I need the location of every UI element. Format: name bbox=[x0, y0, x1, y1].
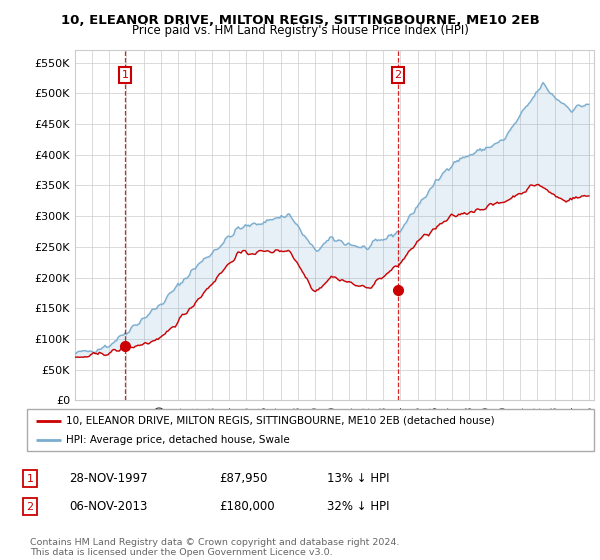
Text: 2: 2 bbox=[394, 70, 401, 80]
FancyBboxPatch shape bbox=[27, 409, 594, 451]
Text: £180,000: £180,000 bbox=[219, 500, 275, 514]
Text: 06-NOV-2013: 06-NOV-2013 bbox=[69, 500, 148, 514]
Text: Price paid vs. HM Land Registry's House Price Index (HPI): Price paid vs. HM Land Registry's House … bbox=[131, 24, 469, 36]
Text: 28-NOV-1997: 28-NOV-1997 bbox=[69, 472, 148, 486]
Text: HPI: Average price, detached house, Swale: HPI: Average price, detached house, Swal… bbox=[65, 435, 289, 445]
Text: £87,950: £87,950 bbox=[219, 472, 268, 486]
Text: 1: 1 bbox=[26, 474, 34, 484]
Text: 10, ELEANOR DRIVE, MILTON REGIS, SITTINGBOURNE, ME10 2EB (detached house): 10, ELEANOR DRIVE, MILTON REGIS, SITTING… bbox=[65, 416, 494, 426]
Text: 10, ELEANOR DRIVE, MILTON REGIS, SITTINGBOURNE, ME10 2EB: 10, ELEANOR DRIVE, MILTON REGIS, SITTING… bbox=[61, 14, 539, 27]
Text: Contains HM Land Registry data © Crown copyright and database right 2024.
This d: Contains HM Land Registry data © Crown c… bbox=[30, 538, 400, 557]
Text: 2: 2 bbox=[26, 502, 34, 512]
Text: 32% ↓ HPI: 32% ↓ HPI bbox=[327, 500, 389, 514]
Text: 1: 1 bbox=[121, 70, 128, 80]
Text: 13% ↓ HPI: 13% ↓ HPI bbox=[327, 472, 389, 486]
